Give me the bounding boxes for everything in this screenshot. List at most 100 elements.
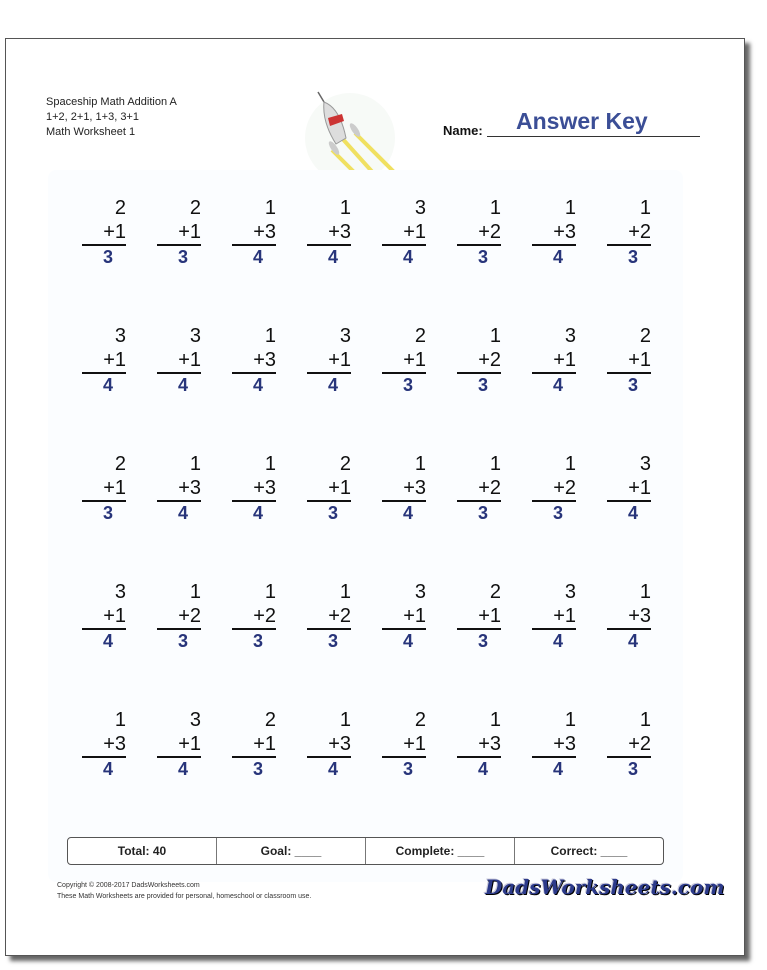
name-answer-key: Answer Key — [516, 108, 648, 134]
addend-bottom: +1 — [178, 349, 201, 371]
addend-top: 3 — [639, 453, 651, 475]
addend-top: 1 — [489, 325, 501, 347]
addition-problem: 1 +2 3 — [532, 452, 576, 526]
addend-bottom: +2 — [553, 477, 576, 499]
addend-bottom: +3 — [328, 733, 351, 755]
addition-problem: 1 +3 4 — [457, 708, 501, 782]
answer: 4 — [532, 372, 576, 398]
answer: 4 — [307, 244, 351, 270]
worksheet-header: Spaceship Math Addition A 1+2, 2+1, 1+3,… — [46, 95, 177, 140]
answer: 3 — [607, 244, 651, 270]
addition-problem: 3 +1 4 — [82, 580, 126, 654]
addend-bottom: +3 — [253, 221, 276, 243]
addition-problem: 2 +1 3 — [382, 708, 426, 782]
addition-problem: 3 +1 4 — [157, 324, 201, 398]
answer: 3 — [532, 500, 576, 526]
addend-bottom: +2 — [178, 605, 201, 627]
addend-top: 1 — [189, 581, 201, 603]
answer: 4 — [307, 372, 351, 398]
addend-top: 3 — [114, 325, 126, 347]
addend-top: 2 — [189, 197, 201, 219]
addition-problem: 1 +2 3 — [457, 452, 501, 526]
worksheet-facts: 1+2, 2+1, 1+3, 3+1 — [46, 111, 139, 123]
answer: 3 — [382, 372, 426, 398]
addend-bottom: +3 — [178, 477, 201, 499]
addend-top: 3 — [414, 197, 426, 219]
totals-bar: Total: 40 Goal: ____ Complete: ____ Corr… — [67, 837, 664, 865]
addend-top: 1 — [339, 581, 351, 603]
addend-bottom: +3 — [103, 733, 126, 755]
addition-problem: 3 +1 4 — [532, 580, 576, 654]
addend-bottom: +3 — [478, 733, 501, 755]
total-count: Total: 40 — [68, 838, 217, 864]
addend-bottom: +1 — [178, 733, 201, 755]
answer: 4 — [82, 756, 126, 782]
addend-bottom: +2 — [253, 605, 276, 627]
answer: 3 — [307, 500, 351, 526]
addition-problem: 1 +3 4 — [307, 196, 351, 270]
answer: 4 — [532, 628, 576, 654]
addition-problem: 1 +2 3 — [607, 196, 651, 270]
answer: 3 — [82, 244, 126, 270]
answer: 3 — [457, 628, 501, 654]
addition-problem: 3 +1 4 — [607, 452, 651, 526]
addend-bottom: +2 — [478, 477, 501, 499]
goal-field: Goal: ____ — [217, 838, 366, 864]
addend-top: 1 — [189, 453, 201, 475]
addend-top: 3 — [339, 325, 351, 347]
answer: 3 — [457, 244, 501, 270]
addend-top: 1 — [414, 453, 426, 475]
addition-problem: 1 +3 4 — [307, 708, 351, 782]
addition-problem: 1 +2 3 — [232, 580, 276, 654]
addend-bottom: +2 — [328, 605, 351, 627]
addend-bottom: +1 — [403, 221, 426, 243]
addend-bottom: +3 — [328, 221, 351, 243]
addition-problem: 1 +3 4 — [157, 452, 201, 526]
answer: 3 — [157, 628, 201, 654]
addend-bottom: +3 — [253, 477, 276, 499]
addend-top: 3 — [414, 581, 426, 603]
addend-top: 1 — [489, 197, 501, 219]
addition-problem: 1 +3 4 — [232, 324, 276, 398]
usage-note: These Math Worksheets are provided for p… — [57, 893, 312, 900]
addend-bottom: +1 — [403, 733, 426, 755]
addend-bottom: +3 — [553, 733, 576, 755]
problems-panel — [48, 170, 683, 882]
rocket-icon — [305, 91, 402, 188]
answer: 3 — [307, 628, 351, 654]
addend-bottom: +1 — [628, 349, 651, 371]
addend-top: 3 — [114, 581, 126, 603]
addend-bottom: +1 — [328, 349, 351, 371]
worksheet-title: Spaceship Math Addition A — [46, 96, 177, 108]
addend-top: 1 — [339, 709, 351, 731]
addition-problem: 2 +1 3 — [157, 196, 201, 270]
addend-top: 1 — [639, 709, 651, 731]
addend-top: 1 — [264, 581, 276, 603]
complete-field: Complete: ____ — [366, 838, 515, 864]
addend-bottom: +1 — [103, 605, 126, 627]
addition-problem: 2 +1 3 — [232, 708, 276, 782]
addend-top: 1 — [639, 581, 651, 603]
addend-bottom: +1 — [553, 605, 576, 627]
addend-bottom: +1 — [328, 477, 351, 499]
addend-bottom: +1 — [553, 349, 576, 371]
addend-bottom: +1 — [103, 477, 126, 499]
addend-top: 1 — [564, 453, 576, 475]
addition-problem: 3 +1 4 — [157, 708, 201, 782]
addend-bottom: +3 — [253, 349, 276, 371]
addition-problem: 1 +2 3 — [457, 196, 501, 270]
addend-bottom: +1 — [403, 605, 426, 627]
addition-problem: 2 +1 3 — [457, 580, 501, 654]
name-label: Name: — [443, 123, 483, 138]
addition-problem: 1 +3 4 — [82, 708, 126, 782]
addend-top: 1 — [564, 709, 576, 731]
addition-problem: 1 +3 4 — [532, 708, 576, 782]
answer: 4 — [232, 500, 276, 526]
answer: 3 — [157, 244, 201, 270]
addition-problem: 1 +3 4 — [607, 580, 651, 654]
addend-top: 2 — [114, 453, 126, 475]
addition-problem: 3 +1 4 — [532, 324, 576, 398]
addend-top: 1 — [489, 453, 501, 475]
answer: 3 — [82, 500, 126, 526]
addition-problem: 1 +3 4 — [532, 196, 576, 270]
